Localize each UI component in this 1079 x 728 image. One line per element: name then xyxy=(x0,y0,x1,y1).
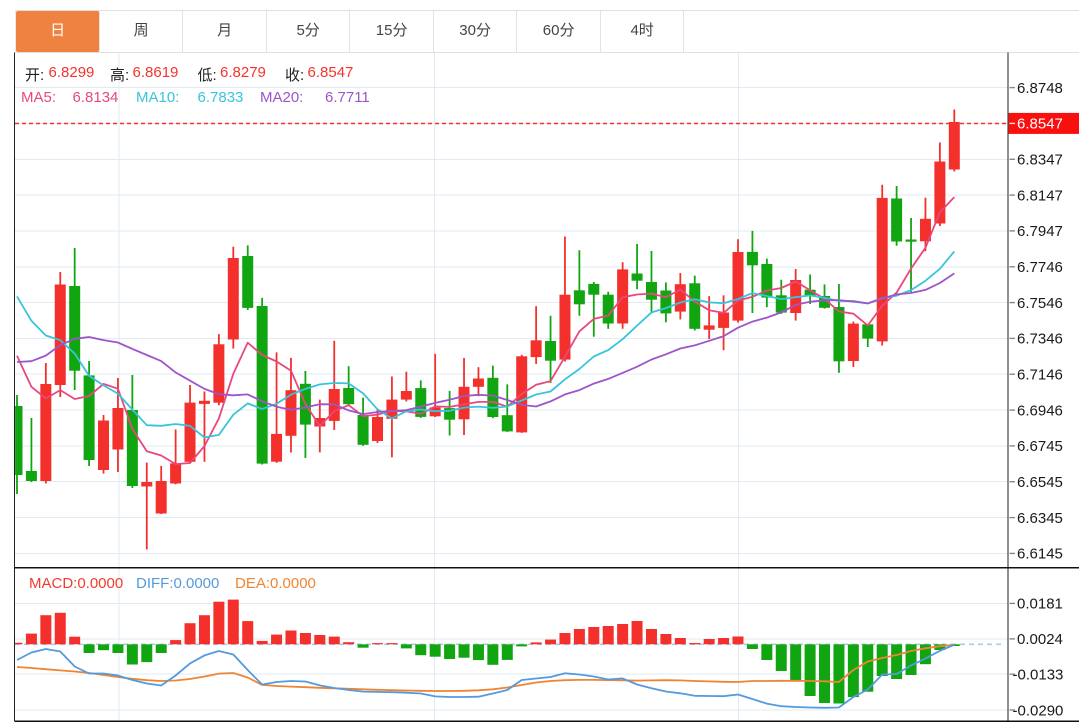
svg-text:6.8147: 6.8147 xyxy=(1017,187,1063,204)
svg-text:6.7746: 6.7746 xyxy=(1017,259,1063,276)
svg-text:6.8347: 6.8347 xyxy=(1017,152,1063,169)
svg-text:0.0024: 0.0024 xyxy=(1017,631,1063,648)
svg-text:-0.0290: -0.0290 xyxy=(1013,702,1064,719)
svg-text:6.7146: 6.7146 xyxy=(1017,367,1063,384)
svg-text:6.6345: 6.6345 xyxy=(1017,510,1063,527)
svg-text:6.6745: 6.6745 xyxy=(1017,438,1063,455)
svg-text:6.7346: 6.7346 xyxy=(1017,331,1063,348)
svg-text:6.8748: 6.8748 xyxy=(1017,80,1063,97)
svg-text:-0.0133: -0.0133 xyxy=(1013,667,1064,684)
svg-text:6.7546: 6.7546 xyxy=(1017,295,1063,312)
svg-text:6.8547: 6.8547 xyxy=(1017,116,1063,133)
svg-text:6.6946: 6.6946 xyxy=(1017,402,1063,419)
svg-text:0.0181: 0.0181 xyxy=(1017,596,1063,613)
svg-text:6.6545: 6.6545 xyxy=(1017,474,1063,491)
svg-text:6.7947: 6.7947 xyxy=(1017,223,1063,240)
svg-text:6.6145: 6.6145 xyxy=(1017,546,1063,563)
